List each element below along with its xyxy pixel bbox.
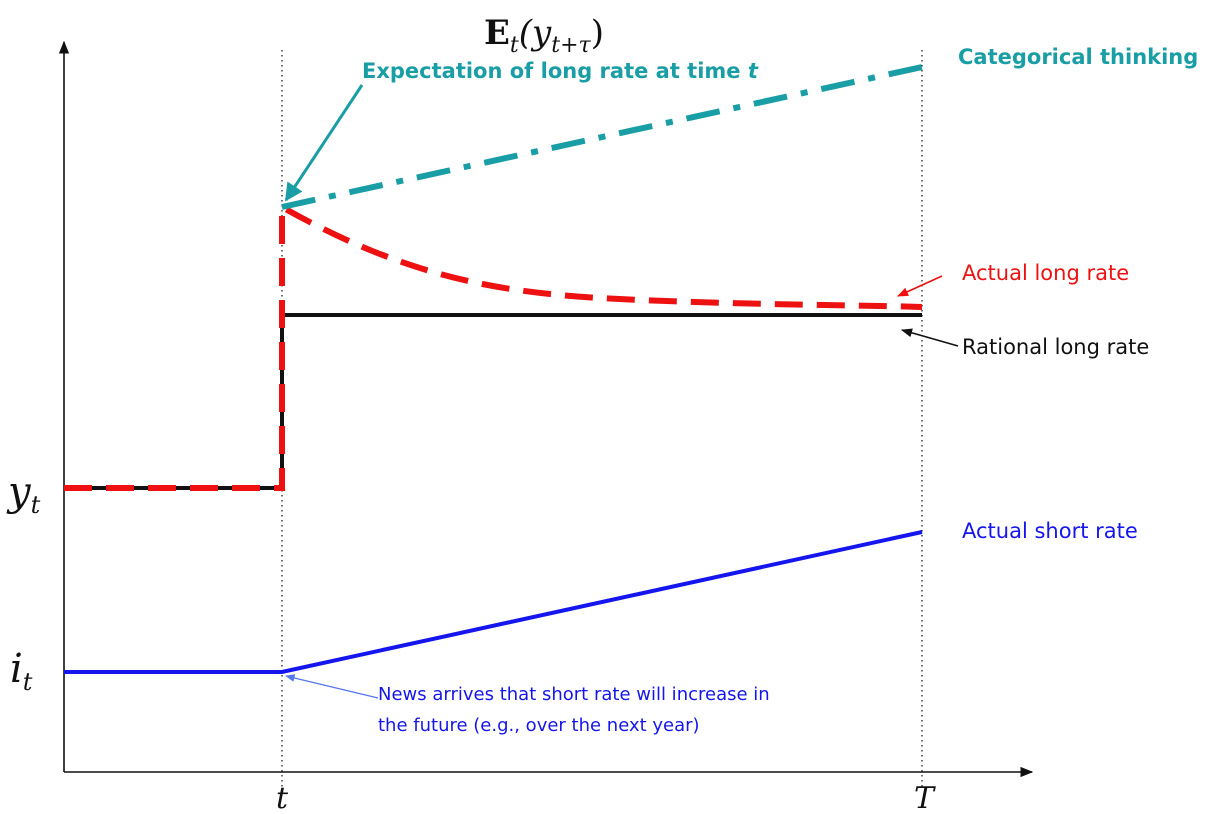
categorical-thinking-label: Categorical thinking bbox=[958, 45, 1198, 69]
actual-short-rate-line bbox=[64, 530, 923, 674]
rational-long-rate-line bbox=[64, 313, 922, 490]
expectation-arrow bbox=[284, 84, 364, 202]
xtick-T: T bbox=[914, 781, 936, 814]
y-axis-label: Et(yt+τ) bbox=[484, 13, 604, 58]
rational-long-rate-label: Rational long rate bbox=[962, 335, 1149, 359]
rational-long-arrow bbox=[900, 328, 959, 347]
categorical-thinking-line bbox=[281, 64, 923, 210]
actual-short-rate-label: Actual short rate bbox=[962, 519, 1138, 543]
ytick-y: yt bbox=[6, 469, 41, 519]
ytick-i: it bbox=[10, 646, 33, 696]
actual-long-arrow bbox=[896, 275, 943, 297]
actual-long-rate-line bbox=[64, 201, 923, 491]
xtick-t: t bbox=[276, 781, 289, 814]
news-label-line1: News arrives that short rate will increa… bbox=[378, 684, 770, 705]
actual-long-rate-label: Actual long rate bbox=[962, 261, 1129, 285]
expectation-label: Expectation of long rate at time t bbox=[362, 59, 759, 83]
news-arrow bbox=[285, 674, 379, 699]
news-label-line2: the future (e.g., over the next year) bbox=[378, 715, 700, 736]
